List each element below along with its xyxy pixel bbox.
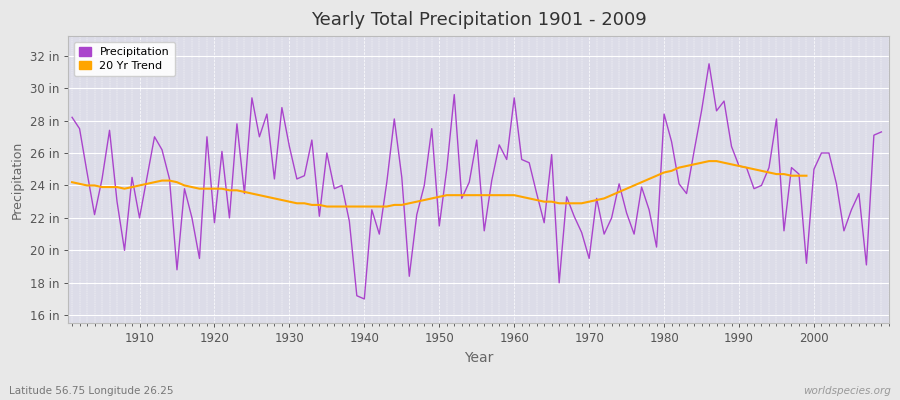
Legend: Precipitation, 20 Yr Trend: Precipitation, 20 Yr Trend <box>74 42 175 76</box>
Y-axis label: Precipitation: Precipitation <box>11 141 24 219</box>
Text: Latitude 56.75 Longitude 26.25: Latitude 56.75 Longitude 26.25 <box>9 386 174 396</box>
Title: Yearly Total Precipitation 1901 - 2009: Yearly Total Precipitation 1901 - 2009 <box>310 11 646 29</box>
Text: worldspecies.org: worldspecies.org <box>803 386 891 396</box>
X-axis label: Year: Year <box>464 351 493 365</box>
